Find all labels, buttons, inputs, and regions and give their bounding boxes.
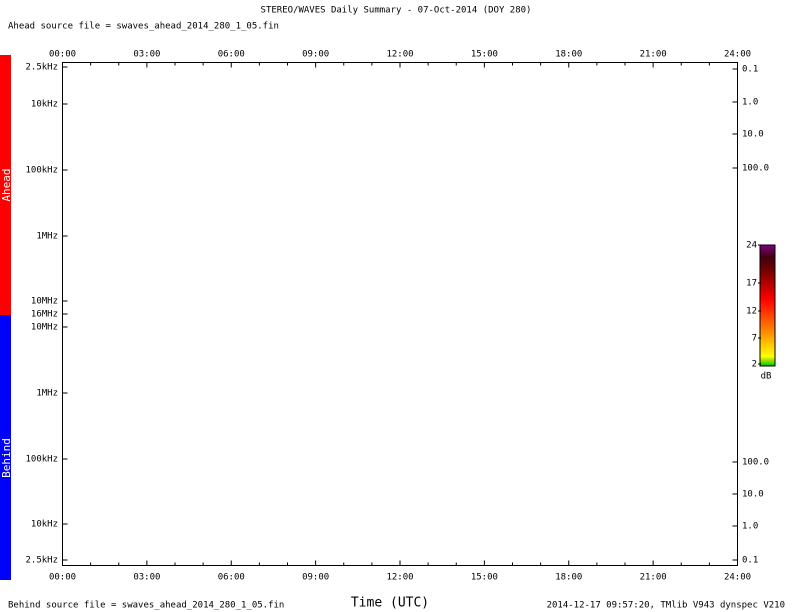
left-label: 10kHz (31, 520, 58, 530)
top-time-label: 21:00 (640, 50, 667, 60)
bottom-time-label: 00:00 (49, 573, 76, 583)
top-time-label: 09:00 (302, 50, 329, 60)
left-label: 1MHz (36, 389, 58, 399)
plot-frame (62, 62, 738, 566)
bottom-time-label: 03:00 (133, 573, 160, 583)
bottom-time-label: 06:00 (218, 573, 245, 583)
right-label: 100.0 (742, 458, 769, 468)
right-label: 1.0 (742, 522, 758, 532)
behind-label: Behind (0, 438, 13, 478)
left-label: 2.5kHz (25, 556, 58, 566)
right-label: 10.0 (742, 130, 764, 140)
behind-file: Behind source file = swaves_ahead_2014_2… (8, 601, 284, 611)
left-label: 10MHz (31, 323, 58, 333)
top-time-label: 12:00 (386, 50, 413, 60)
top-time-label: 18:00 (555, 50, 582, 60)
left-label: 16MHz (31, 310, 58, 320)
top-time-label: 06:00 (218, 50, 245, 60)
bottom-time-label: 12:00 (386, 573, 413, 583)
top-time-label: 15:00 (471, 50, 498, 60)
colorbar-label: 7 (752, 334, 757, 344)
colorbar-label: 24 (746, 241, 757, 251)
behind-bar (0, 315, 11, 580)
left-label: 1MHz (36, 232, 58, 242)
colorbar-unit: dB (761, 372, 772, 382)
colorbar (759, 244, 776, 367)
bottom-time-label: 15:00 (471, 573, 498, 583)
bottom-time-label: 24:00 (724, 573, 751, 583)
colorbar-label: 2 (752, 360, 757, 370)
x-axis-title: Time (UTC) (351, 596, 429, 611)
bottom-time-label: 21:00 (640, 573, 667, 583)
right-label: 1.0 (742, 98, 758, 108)
bottom-time-label: 09:00 (302, 573, 329, 583)
left-label: 100kHz (25, 455, 58, 465)
left-label: 10kHz (31, 100, 58, 110)
ahead-file: Ahead source file = swaves_ahead_2014_28… (8, 22, 279, 32)
left-label: 2.5kHz (25, 63, 58, 73)
right-label: 10.0 (742, 490, 764, 500)
right-label: 100.0 (742, 164, 769, 174)
top-time-label: 03:00 (133, 50, 160, 60)
colorbar-label: 12 (746, 307, 757, 317)
left-label: 100kHz (25, 166, 58, 176)
title: STEREO/WAVES Daily Summary - 07-Oct-2014… (261, 6, 532, 16)
top-time-label: 24:00 (724, 50, 751, 60)
right-label: 0.1 (742, 556, 758, 566)
ahead-label: Ahead (0, 168, 13, 201)
top-time-label: 00:00 (49, 50, 76, 60)
colorbar-label: 17 (746, 279, 757, 289)
right-label: 0.1 (742, 65, 758, 75)
footer: 2014-12-17 09:57:20, TMlib V943 dynspec … (547, 601, 785, 611)
bottom-time-label: 18:00 (555, 573, 582, 583)
ahead-bar (0, 55, 11, 315)
left-label: 10MHz (31, 297, 58, 307)
